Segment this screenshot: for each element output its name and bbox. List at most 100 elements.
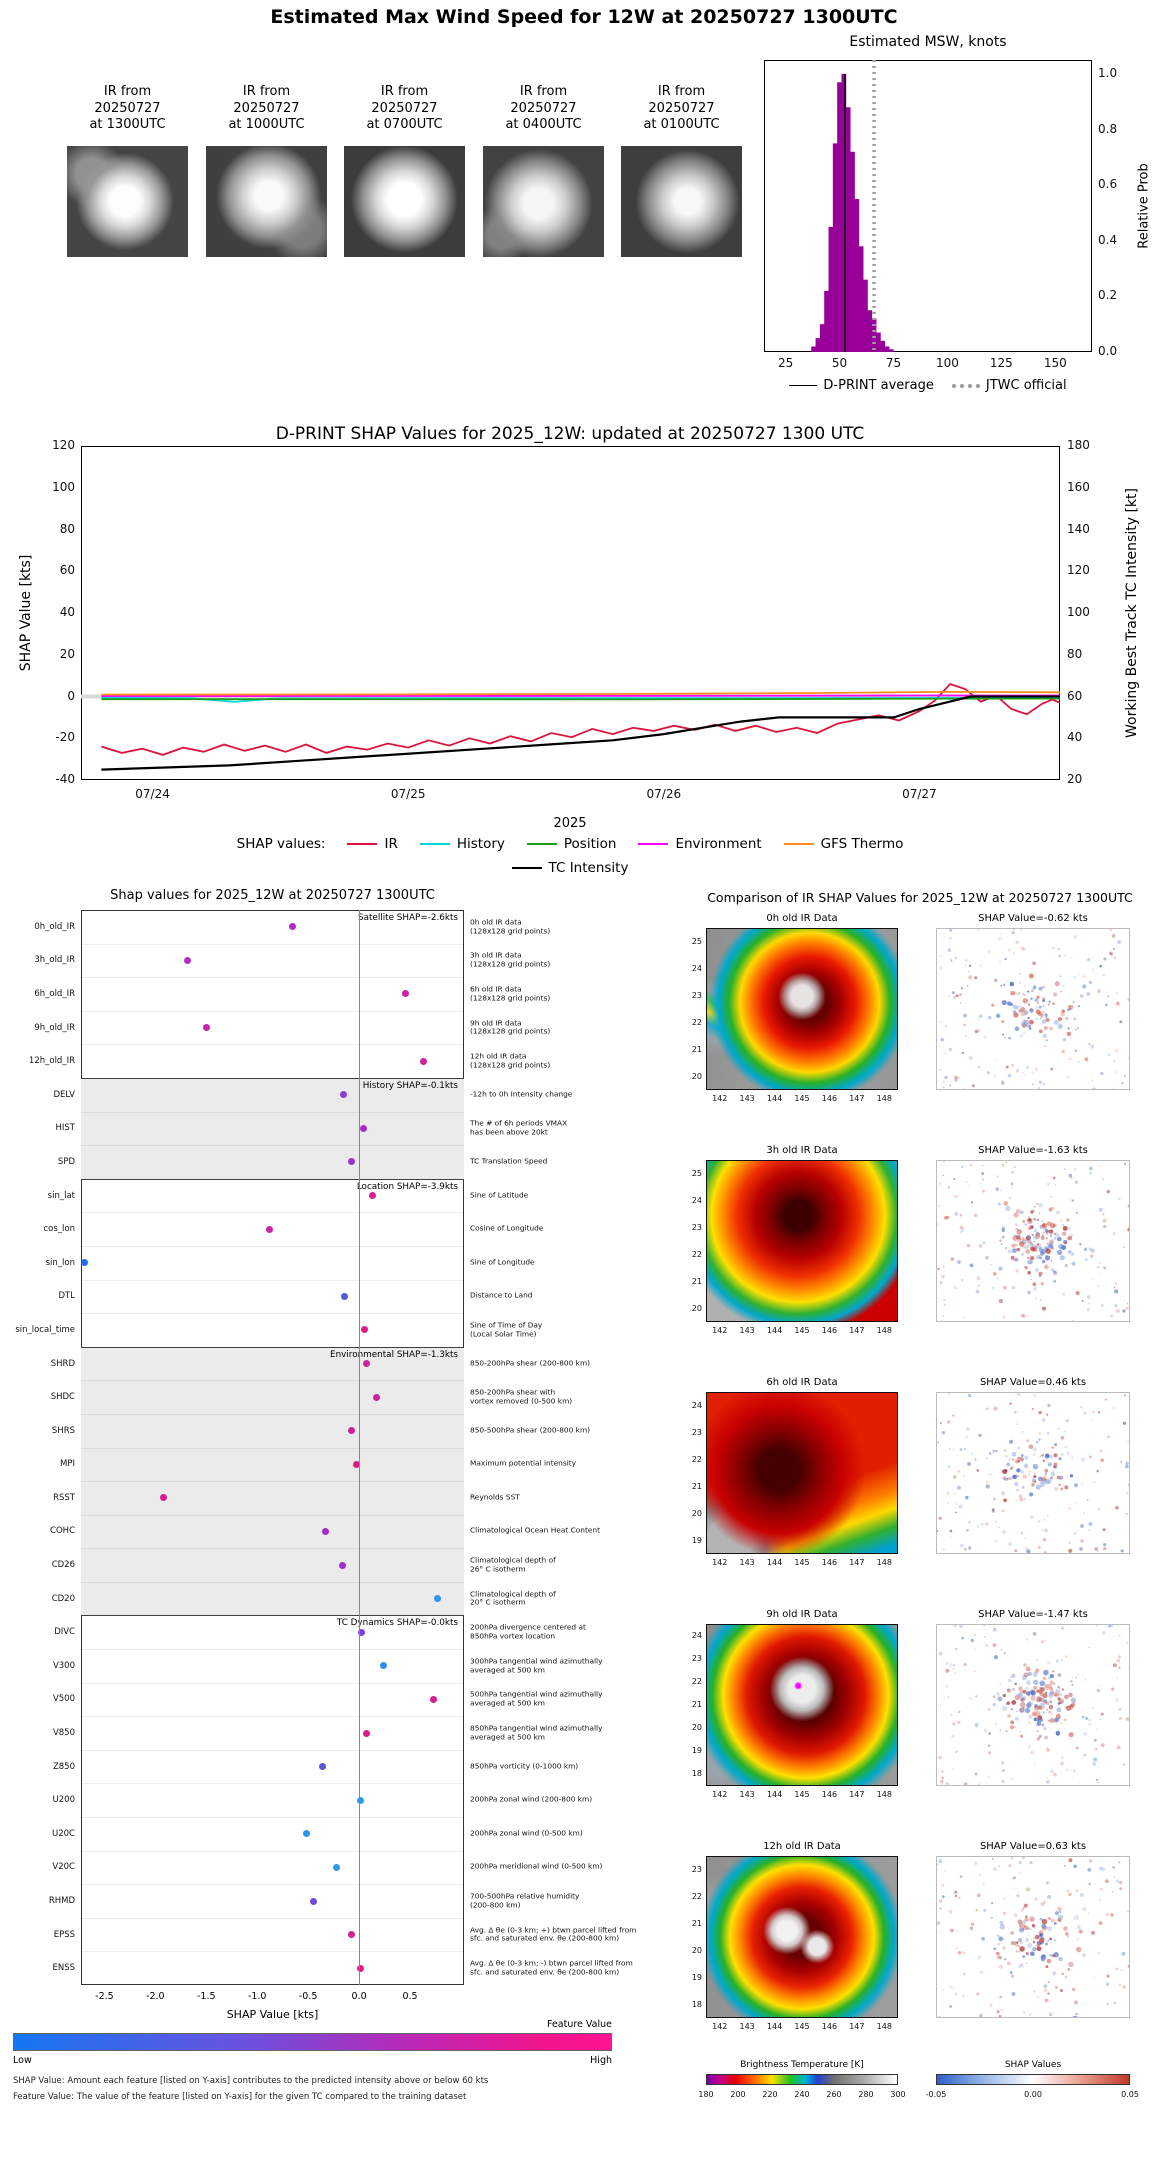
- shap-dot: [80, 1259, 88, 1267]
- feature-label: SHDC: [50, 1392, 75, 1403]
- shap-map-title: SHAP Value=0.46 kts: [979, 1377, 1087, 1388]
- shap-dot: [321, 1527, 329, 1535]
- shap-map-title: SHAP Value=-1.63 kts: [978, 1145, 1088, 1156]
- dotplot-x-tick: 0.5: [402, 1991, 418, 2002]
- map-y-tick: 20: [691, 1723, 702, 1733]
- histogram-y-tick: 0.6: [1098, 177, 1118, 192]
- shap-colorbar-tick: 0.05: [1121, 2090, 1139, 2099]
- shap-dot: [402, 990, 410, 998]
- ts-left-tick: 120: [52, 438, 75, 452]
- dotplot-x-tick: -0.5: [298, 1991, 318, 2002]
- ts-right-tick: 120: [1067, 563, 1090, 578]
- map-y-tick: 21: [691, 1918, 702, 1928]
- row-gridline: [81, 1514, 464, 1516]
- ts-left-tick: 60: [59, 563, 75, 578]
- row-gridline: [81, 1077, 464, 1079]
- row-gridline: [81, 943, 464, 945]
- row-gridline: [81, 1749, 464, 1751]
- map-x-tick: 143: [739, 1094, 755, 1103]
- map-y-tick: 23: [691, 1864, 702, 1874]
- shap-dot: [372, 1393, 380, 1401]
- feature-label: V20C: [52, 1862, 75, 1873]
- map-x-tick: 142: [712, 1094, 728, 1103]
- legend-prefix: SHAP values:: [236, 836, 326, 852]
- map-y-tick: 20: [691, 1071, 702, 1081]
- histogram-y-tick: 0.2: [1098, 288, 1118, 303]
- shap-dot: [360, 1326, 368, 1334]
- ir-thumbnail-image: [621, 146, 742, 257]
- shap-dot: [362, 1360, 370, 1368]
- row-gridline: [81, 1346, 464, 1348]
- ts-right-tick: 100: [1067, 605, 1090, 619]
- group-header: Location SHAP=-3.9kts: [356, 1181, 458, 1192]
- histogram-x-tick: 25: [777, 356, 794, 370]
- map-x-tick: 147: [849, 1558, 865, 1567]
- shap-dot: [289, 923, 297, 931]
- ir-thumbnail-image: [67, 146, 188, 257]
- shap-dot: [368, 1192, 376, 1200]
- shap-dot: [184, 956, 192, 964]
- bt-colorbar-tick: 200: [730, 2090, 746, 2099]
- msw-histogram-svg: [811, 60, 894, 352]
- legend-jtwc-official: JTWC official: [951, 378, 1067, 393]
- shap-map: [936, 1624, 1130, 1786]
- colorbar-low-label: Low: [13, 2055, 32, 2066]
- histogram-title: Estimated MSW, knots: [849, 34, 1007, 50]
- map-x-tick: 146: [821, 2022, 838, 2031]
- row-gridline: [81, 977, 464, 979]
- ir-thumbnail-label: IR from 20250727 at 0700UTC: [366, 84, 443, 133]
- ir-map: [706, 1160, 898, 1322]
- feature-label: U200: [52, 1795, 75, 1806]
- map-x-tick: 144: [766, 1790, 783, 1799]
- shap-dot: [340, 1091, 348, 1099]
- shap-dot: [309, 1897, 317, 1905]
- ir-map-title: 9h old IR Data: [766, 1609, 838, 1620]
- feature-desc: 850hPa vorticity (0-1000 km): [470, 1761, 579, 1771]
- timeseries-title: D-PRINT SHAP Values for 2025_12W: update…: [275, 424, 865, 444]
- shap-dot: [362, 1729, 370, 1737]
- map-x-tick: 148: [876, 1094, 892, 1103]
- ts-left-tick: 0: [67, 688, 75, 703]
- map-y-tick: 20: [691, 1303, 702, 1313]
- row-gridline: [81, 1481, 464, 1483]
- row-gridline: [81, 1817, 464, 1819]
- map-y-tick: 21: [691, 1700, 702, 1709]
- ts-right-tick: 140: [1067, 521, 1090, 536]
- feature-desc: Climatological depth of 26° C isotherm: [470, 1555, 556, 1574]
- map-y-tick: 20: [691, 1508, 702, 1518]
- shap-map: [936, 1856, 1130, 2018]
- feature-label: sin_lat: [47, 1190, 75, 1201]
- map-y-tick: 25: [691, 936, 702, 946]
- feature-label: DTL: [58, 1291, 75, 1302]
- map-y-tick: 20: [691, 1945, 702, 1955]
- shap-dot: [357, 1628, 365, 1636]
- map-y-tick: 18: [691, 1999, 702, 2009]
- line-sample-icon: [347, 843, 378, 845]
- feature-label: COHC: [50, 1526, 75, 1537]
- shap-dot: [348, 1931, 356, 1939]
- feature-desc: 850-500hPa shear (200-800 km): [470, 1425, 591, 1435]
- tc-intensity-axis-label: Working Best Track TC Intensity [kt]: [1124, 488, 1140, 738]
- feature-label: CD20: [51, 1593, 75, 1604]
- map-x-tick: 145: [794, 1558, 810, 1567]
- legend-dprint-average: D-PRINT average: [789, 378, 934, 393]
- shap-dot: [356, 1964, 364, 1972]
- feature-desc: Sine of Time of Day (Local Solar Time): [470, 1320, 543, 1338]
- ts-left-tick: -40: [55, 772, 75, 786]
- histogram-x-tick: 150: [1043, 356, 1067, 370]
- shap-map-title: SHAP Value=-1.47 kts: [978, 1609, 1088, 1620]
- map-y-tick: 21: [691, 1276, 702, 1286]
- histogram-y-tick: 1.0: [1098, 65, 1118, 80]
- ts-left-tick: 40: [59, 605, 75, 619]
- ir-map-title: 12h old IR Data: [763, 1841, 841, 1852]
- map-y-tick: 23: [691, 1653, 702, 1663]
- feature-desc: Avg. Δ θe (0-3 km; +) btwn parcel lifted…: [470, 1924, 637, 1943]
- feature-desc: 200hPa meridional wind (0-500 km): [470, 1862, 603, 1872]
- feature-label: sin_local_time: [15, 1324, 75, 1335]
- map-y-tick: 22: [691, 1017, 702, 1027]
- row-gridline: [81, 1245, 464, 1247]
- histogram-x-tick: 75: [885, 356, 902, 370]
- map-x-tick: 147: [849, 1790, 865, 1799]
- map-y-tick: 22: [691, 1676, 702, 1686]
